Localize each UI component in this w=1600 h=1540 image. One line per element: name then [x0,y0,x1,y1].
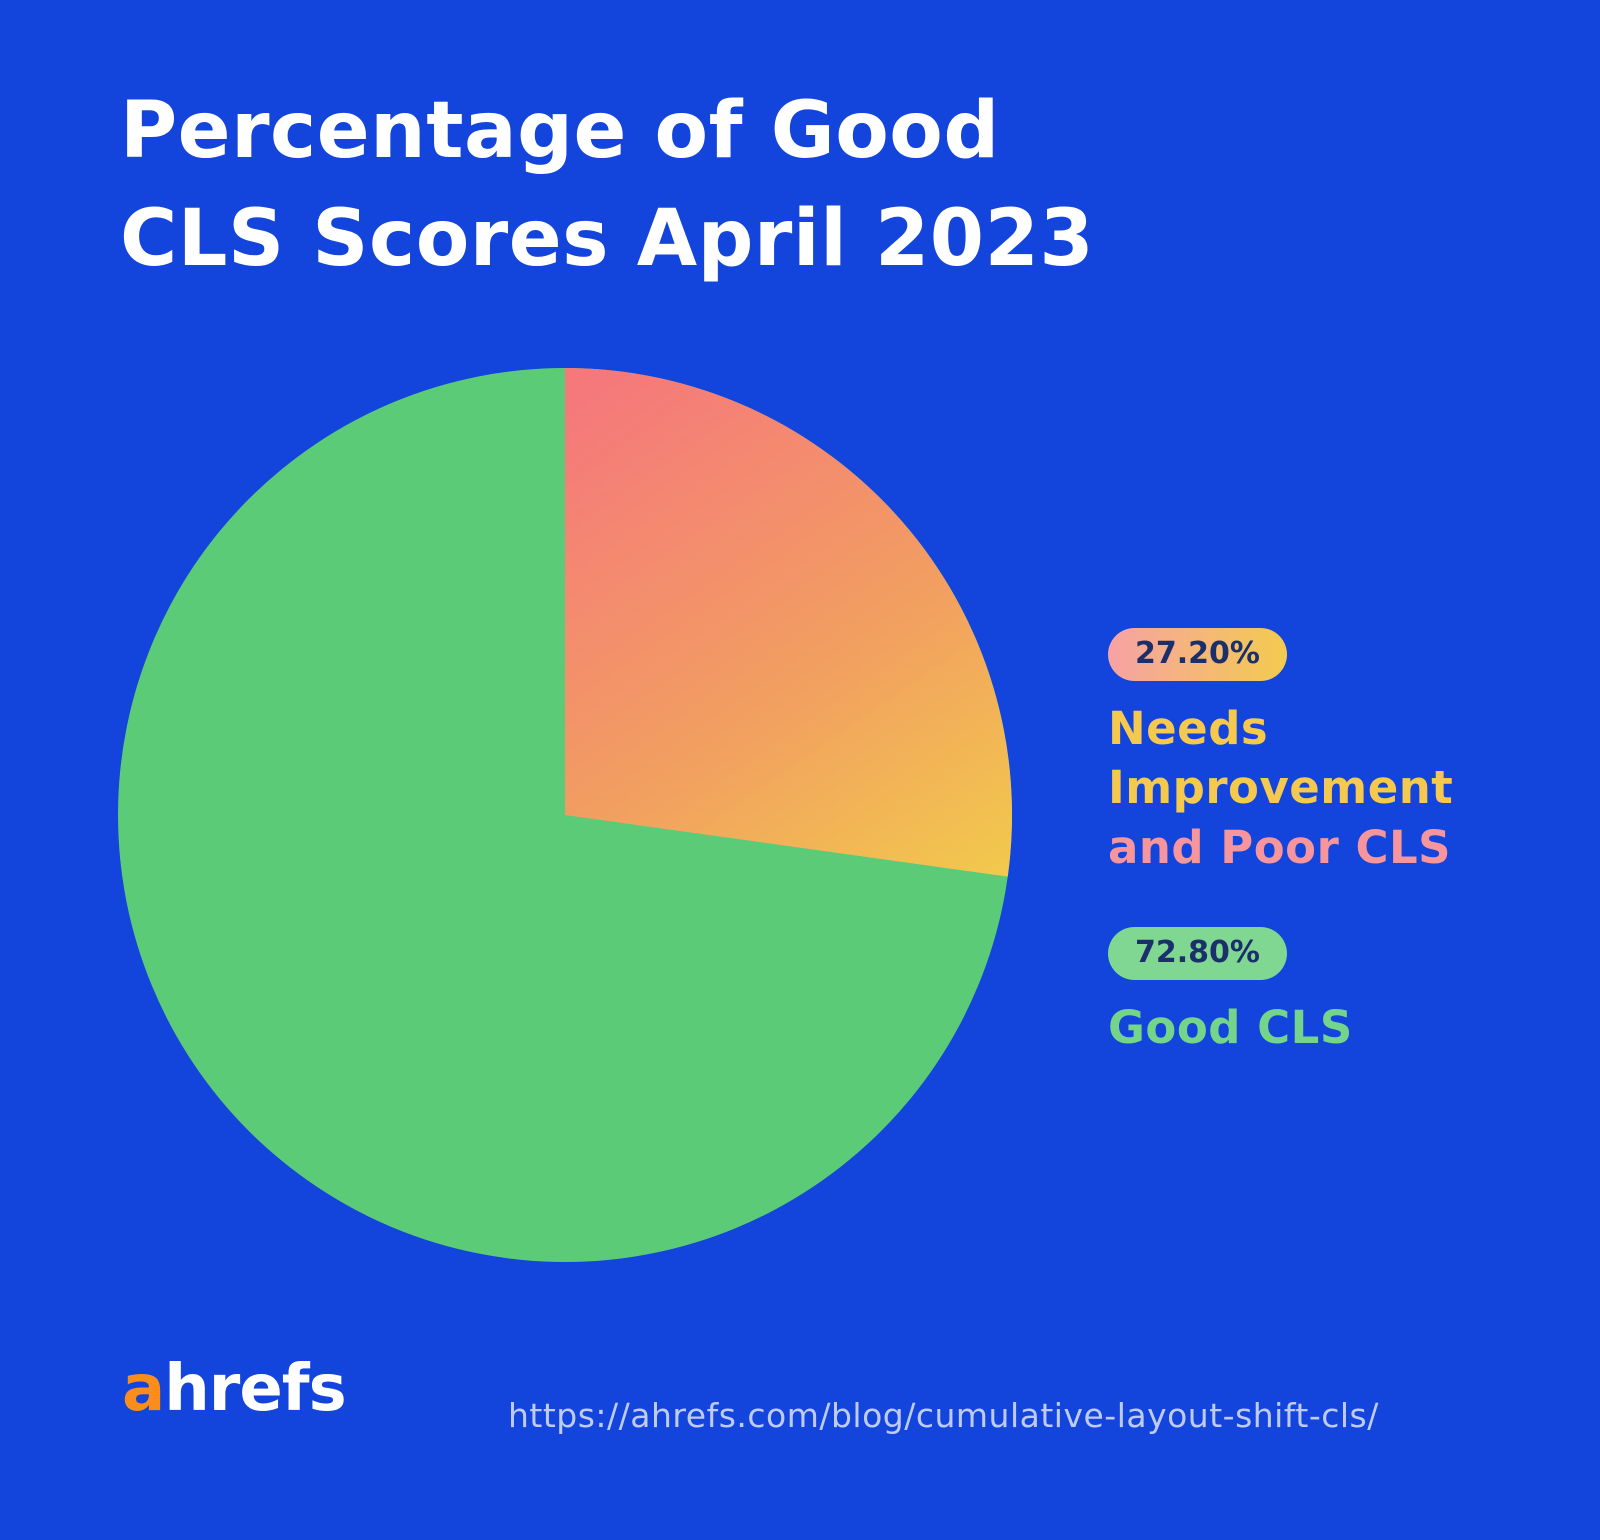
pie-slice-needs-improvement-poor [565,368,1012,877]
ahrefs-logo-a: a [122,1352,165,1426]
legend: 27.20% Needs Improvement and Poor CLS 72… [1108,628,1508,1108]
needs-improvement-label-line-1: Needs [1108,702,1269,755]
needs-improvement-label: Needs Improvement and Poor CLS [1108,699,1508,877]
ahrefs-logo-rest: hrefs [164,1352,346,1426]
good-cls-label-text: Good CLS [1108,1001,1353,1055]
title-line-1: Percentage of Good [120,86,1000,176]
good-cls-percent-badge: 72.80% [1108,927,1287,981]
title-line-2: CLS Scores April 2023 [120,193,1095,284]
pie-chart-svg [118,368,1012,1262]
source-url: https://ahrefs.com/blog/cumulative-layou… [508,1396,1379,1435]
needs-improvement-percent-value: 27.20% [1135,636,1260,671]
ahrefs-logo: ahrefs [122,1352,347,1426]
legend-item-good-cls: 72.80% Good CLS [1108,927,1508,1057]
chart-title: Percentage of Good CLS Scores April 2023 [120,78,1094,293]
needs-improvement-label-line-2: Improvement [1108,761,1454,815]
needs-improvement-percent-badge: 27.20% [1108,628,1287,681]
pie-chart [118,368,1012,1262]
needs-improvement-label-line-3: and Poor CLS [1108,820,1452,874]
legend-item-needs-improvement: 27.20% Needs Improvement and Poor CLS [1108,628,1508,877]
good-cls-label: Good CLS [1108,998,1508,1057]
good-cls-percent-value: 72.80% [1135,935,1260,971]
